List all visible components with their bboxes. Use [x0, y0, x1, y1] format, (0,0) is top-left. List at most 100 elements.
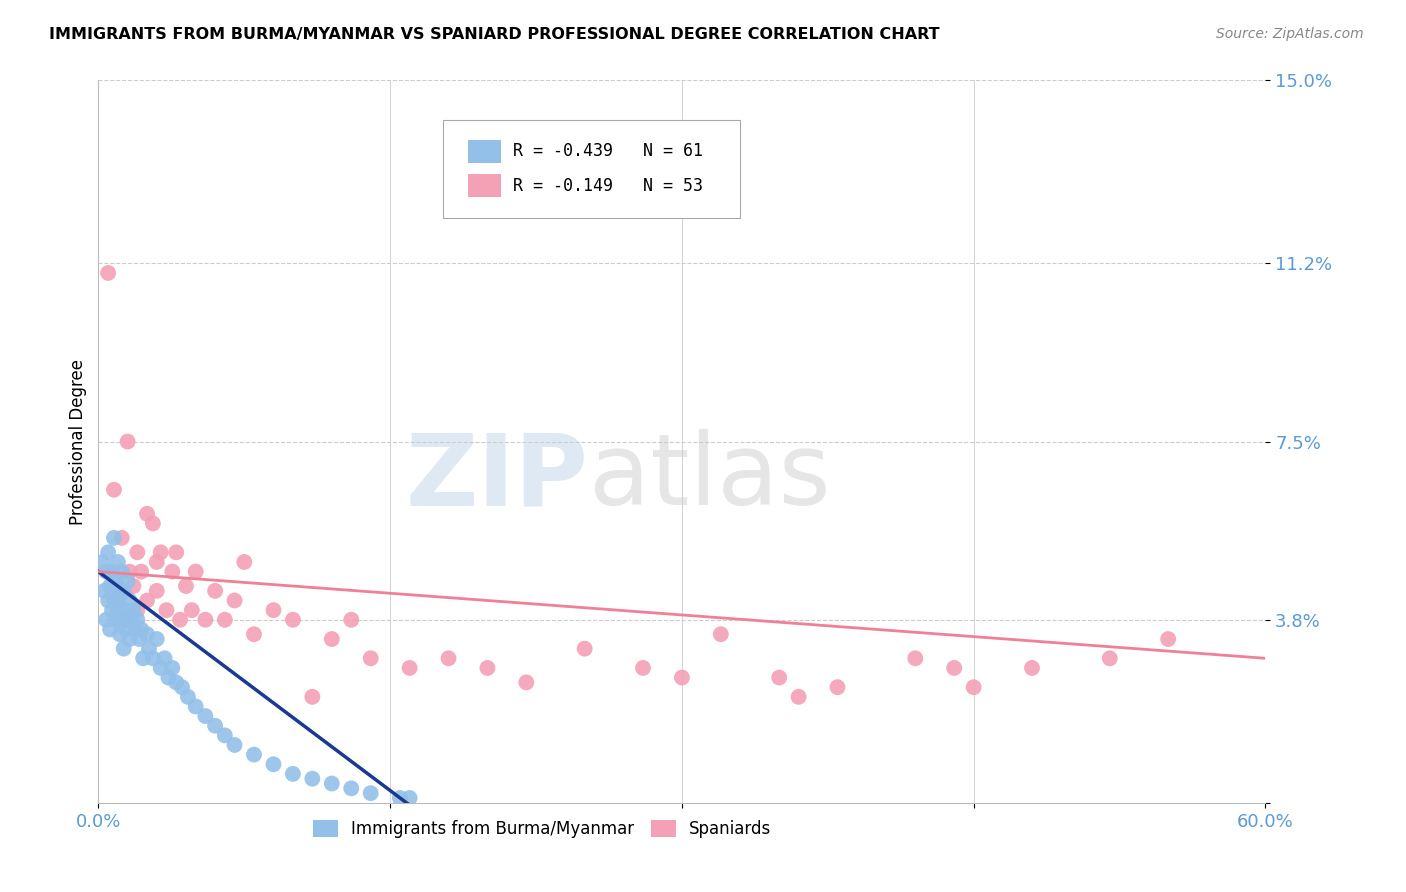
Point — [1157, 632, 1180, 646]
Point — [787, 690, 810, 704]
Point — [710, 627, 733, 641]
Point — [103, 531, 125, 545]
Point — [184, 565, 207, 579]
Point — [437, 651, 460, 665]
Point — [340, 613, 363, 627]
Point — [127, 603, 149, 617]
Point — [194, 709, 217, 723]
Point — [98, 623, 121, 637]
Point — [631, 661, 654, 675]
Point — [146, 632, 169, 646]
Point — [97, 266, 120, 280]
Point — [111, 565, 134, 579]
Point — [136, 627, 159, 641]
Point — [101, 603, 124, 617]
Point — [149, 545, 172, 559]
Point — [243, 747, 266, 762]
Point — [111, 613, 134, 627]
Text: atlas: atlas — [589, 429, 830, 526]
Point — [117, 434, 139, 449]
Point — [112, 641, 135, 656]
Point — [224, 738, 246, 752]
Text: R = -0.439   N = 61: R = -0.439 N = 61 — [513, 142, 703, 160]
Point — [155, 603, 177, 617]
Point — [281, 613, 304, 627]
Point — [108, 589, 131, 603]
Point — [224, 593, 246, 607]
Point — [340, 781, 363, 796]
FancyBboxPatch shape — [468, 140, 501, 163]
Point — [262, 757, 284, 772]
Point — [157, 671, 180, 685]
Point — [301, 690, 323, 704]
FancyBboxPatch shape — [443, 120, 741, 218]
Point — [169, 613, 191, 627]
Point — [104, 613, 127, 627]
Point — [321, 632, 343, 646]
Point — [943, 661, 966, 675]
Point — [180, 603, 202, 617]
Point — [177, 690, 200, 704]
Point — [112, 583, 135, 598]
Point — [165, 675, 187, 690]
Point — [153, 651, 176, 665]
Point — [129, 565, 152, 579]
Point — [214, 728, 236, 742]
Point — [184, 699, 207, 714]
Point — [132, 651, 155, 665]
Point — [360, 651, 382, 665]
Point — [98, 579, 121, 593]
Point — [962, 680, 984, 694]
Point — [121, 613, 143, 627]
Point — [104, 574, 127, 589]
Point — [96, 613, 118, 627]
Point — [477, 661, 499, 675]
Point — [91, 555, 114, 569]
Point — [103, 483, 125, 497]
Point — [103, 593, 125, 607]
Point — [127, 613, 149, 627]
FancyBboxPatch shape — [468, 174, 501, 197]
Point — [117, 613, 139, 627]
Point — [136, 593, 159, 607]
Text: Source: ZipAtlas.com: Source: ZipAtlas.com — [1216, 27, 1364, 41]
Point — [129, 623, 152, 637]
Point — [165, 545, 187, 559]
Point — [107, 579, 129, 593]
Y-axis label: Professional Degree: Professional Degree — [69, 359, 87, 524]
Point — [101, 565, 124, 579]
Point — [671, 671, 693, 685]
Point — [1098, 651, 1121, 665]
Point — [1021, 661, 1043, 675]
Point — [142, 516, 165, 531]
Point — [204, 719, 226, 733]
Point — [321, 776, 343, 790]
Point — [360, 786, 382, 800]
Point — [111, 531, 134, 545]
Text: IMMIGRANTS FROM BURMA/MYANMAR VS SPANIARD PROFESSIONAL DEGREE CORRELATION CHART: IMMIGRANTS FROM BURMA/MYANMAR VS SPANIAR… — [49, 27, 939, 42]
Point — [398, 661, 420, 675]
Point — [136, 507, 159, 521]
Point — [107, 593, 129, 607]
Point — [93, 583, 115, 598]
Point — [118, 565, 141, 579]
Point — [108, 627, 131, 641]
Point — [214, 613, 236, 627]
Point — [127, 545, 149, 559]
Point — [122, 579, 145, 593]
Point — [194, 613, 217, 627]
Point — [262, 603, 284, 617]
Point — [122, 603, 145, 617]
Point — [204, 583, 226, 598]
Point — [117, 574, 139, 589]
Point — [97, 545, 120, 559]
Point — [107, 555, 129, 569]
Text: ZIP: ZIP — [406, 429, 589, 526]
Point — [827, 680, 849, 694]
Point — [515, 675, 537, 690]
Point — [124, 623, 146, 637]
Legend: Immigrants from Burma/Myanmar, Spaniards: Immigrants from Burma/Myanmar, Spaniards — [307, 814, 778, 845]
Point — [162, 661, 184, 675]
Point — [118, 632, 141, 646]
Point — [162, 565, 184, 579]
